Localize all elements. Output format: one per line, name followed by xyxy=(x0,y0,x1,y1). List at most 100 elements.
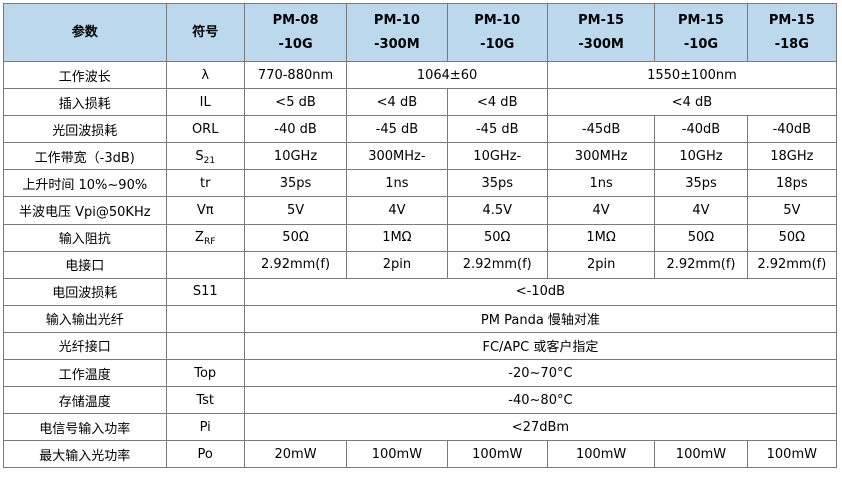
value-cell: PM Panda 慢轴对准 xyxy=(243,304,838,333)
model-variant: -300M xyxy=(578,36,624,52)
param-cell: 工作带宽（-3dB) xyxy=(3,142,167,171)
symbol-main: Z xyxy=(195,230,204,246)
param-cell: 工作温度 xyxy=(3,359,167,388)
value-cell: 4.5V xyxy=(446,196,548,225)
table-row: 半波电压 Vpi@50KHz Vπ 5V 4V 4.5V 4V 4V 5V xyxy=(3,196,838,225)
value-cell: <-10dB xyxy=(243,277,838,306)
value-cell: -40dB xyxy=(654,115,748,144)
value-cell: 35ps xyxy=(446,169,548,198)
value-cell: 100mW xyxy=(546,440,656,469)
model-variant: -18G xyxy=(774,36,809,52)
value-cell: 10GHz xyxy=(654,142,748,171)
model-variant: -300M xyxy=(374,36,420,52)
table-row: 电回波损耗 S11 <-10dB xyxy=(3,277,838,306)
value-cell: 2pin xyxy=(346,250,448,279)
symbol-cell: Tst xyxy=(165,386,245,415)
value-cell: 5V xyxy=(243,196,348,225)
value-cell: -20~70°C xyxy=(243,359,838,388)
table-row: 工作波长 λ 770-880nm 1064±60 1550±100nm xyxy=(3,60,838,90)
param-cell: 最大输入光功率 xyxy=(3,440,167,469)
param-cell: 电回波损耗 xyxy=(3,277,167,306)
symbol-cell: Po xyxy=(165,440,245,469)
symbol-cell: IL xyxy=(165,88,245,117)
param-cell: 光回波损耗 xyxy=(3,115,167,144)
value-cell: 1ns xyxy=(546,169,656,198)
value-cell: <5 dB xyxy=(243,88,348,117)
value-cell: 300MHz xyxy=(546,142,656,171)
header-symbol: 符号 xyxy=(165,3,245,62)
model-name: PM-08 xyxy=(272,12,319,28)
value-cell: 50Ω xyxy=(243,223,348,252)
value-cell: 1ns xyxy=(346,169,448,198)
table-row: 光纤接口 FC/APC 或客户指定 xyxy=(3,331,838,361)
value-cell: 18GHz xyxy=(746,142,838,171)
symbol-cell: ORL xyxy=(165,115,245,144)
header-param: 参数 xyxy=(3,3,167,62)
table-row: 工作带宽（-3dB) S21 10GHz 300MHz- 10GHz- 300M… xyxy=(3,142,838,171)
value-cell: 1550±100nm xyxy=(546,60,838,90)
symbol-cell: S11 xyxy=(165,277,245,306)
value-cell: 300MHz- xyxy=(346,142,448,171)
value-cell: 50Ω xyxy=(654,223,748,252)
value-cell: 4V xyxy=(546,196,656,225)
value-cell: 35ps xyxy=(654,169,748,198)
symbol-main: S xyxy=(195,148,204,164)
value-cell: -45dB xyxy=(546,115,656,144)
symbol-cell: S21 xyxy=(165,142,245,171)
model-name: PM-15 xyxy=(678,12,724,28)
value-cell: -45 dB xyxy=(346,115,448,144)
param-cell: 电信号输入功率 xyxy=(3,413,167,442)
value-cell: FC/APC 或客户指定 xyxy=(243,331,838,361)
spec-table: 参数 符号 PM-08 -10G PM-10 -300M PM-10 -10G PM-… xyxy=(3,3,838,469)
value-cell: 20mW xyxy=(243,440,348,469)
value-cell: 2.92mm(f) xyxy=(446,250,548,279)
value-cell: 2.92mm(f) xyxy=(654,250,748,279)
table-row: 最大输入光功率 Po 20mW 100mW 100mW 100mW 100mW … xyxy=(3,440,838,469)
param-cell: 插入损耗 xyxy=(3,88,167,117)
symbol-cell: λ xyxy=(165,60,245,90)
value-cell: 10GHz xyxy=(243,142,348,171)
header-row: 参数 符号 PM-08 -10G PM-10 -300M PM-10 -10G PM-… xyxy=(3,3,838,62)
value-cell: 100mW xyxy=(746,440,838,469)
param-cell: 存储温度 xyxy=(3,386,167,415)
value-cell: 10GHz- xyxy=(446,142,548,171)
value-cell: 100mW xyxy=(346,440,448,469)
value-cell: -40dB xyxy=(746,115,838,144)
symbol-subscript: RF xyxy=(203,237,216,248)
param-cell: 输入阻抗 xyxy=(3,223,167,252)
param-cell: 输入输出光纤 xyxy=(3,304,167,333)
value-cell: 4V xyxy=(654,196,748,225)
param-cell: 光纤接口 xyxy=(3,331,167,361)
param-cell: 工作波长 xyxy=(3,60,167,90)
value-cell: 35ps xyxy=(243,169,348,198)
table-row: 插入损耗 IL <5 dB <4 dB <4 dB <4 dB xyxy=(3,88,838,117)
symbol-cell xyxy=(165,250,245,279)
value-cell: 18ps xyxy=(746,169,838,198)
value-cell: 1064±60 xyxy=(346,60,548,90)
model-name: PM-15 xyxy=(768,12,815,28)
symbol-cell: tr xyxy=(165,169,245,198)
header-model: PM-10 -10G xyxy=(446,3,548,62)
value-cell: 5V xyxy=(746,196,838,225)
table-row: 工作温度 Top -20~70°C xyxy=(3,359,838,388)
symbol-cell xyxy=(165,304,245,333)
header-model: PM-15 -10G xyxy=(654,3,748,62)
symbol-cell: Top xyxy=(165,359,245,388)
symbol-cell: Pi xyxy=(165,413,245,442)
value-cell: -40 dB xyxy=(243,115,348,144)
table-row: 存储温度 Tst -40~80°C xyxy=(3,386,838,415)
model-variant: -10G xyxy=(480,36,515,52)
param-cell: 半波电压 Vpi@50KHz xyxy=(3,196,167,225)
value-cell: <4 dB xyxy=(346,88,448,117)
table-row: 上升时间 10%~90% tr 35ps 1ns 35ps 1ns 35ps 1… xyxy=(3,169,838,198)
value-cell: 2.92mm(f) xyxy=(243,250,348,279)
value-cell: 4V xyxy=(346,196,448,225)
model-name: PM-10 xyxy=(474,12,521,28)
value-cell: 770-880nm xyxy=(243,60,348,90)
table-row: 电信号输入功率 Pi <27dBm xyxy=(3,413,838,442)
model-name: PM-10 xyxy=(373,12,420,28)
value-cell: <4 dB xyxy=(446,88,548,117)
header-model: PM-15 -18G xyxy=(746,3,838,62)
table-row: 电接口 2.92mm(f) 2pin 2.92mm(f) 2pin 2.92mm… xyxy=(3,250,838,279)
symbol-cell xyxy=(165,331,245,361)
